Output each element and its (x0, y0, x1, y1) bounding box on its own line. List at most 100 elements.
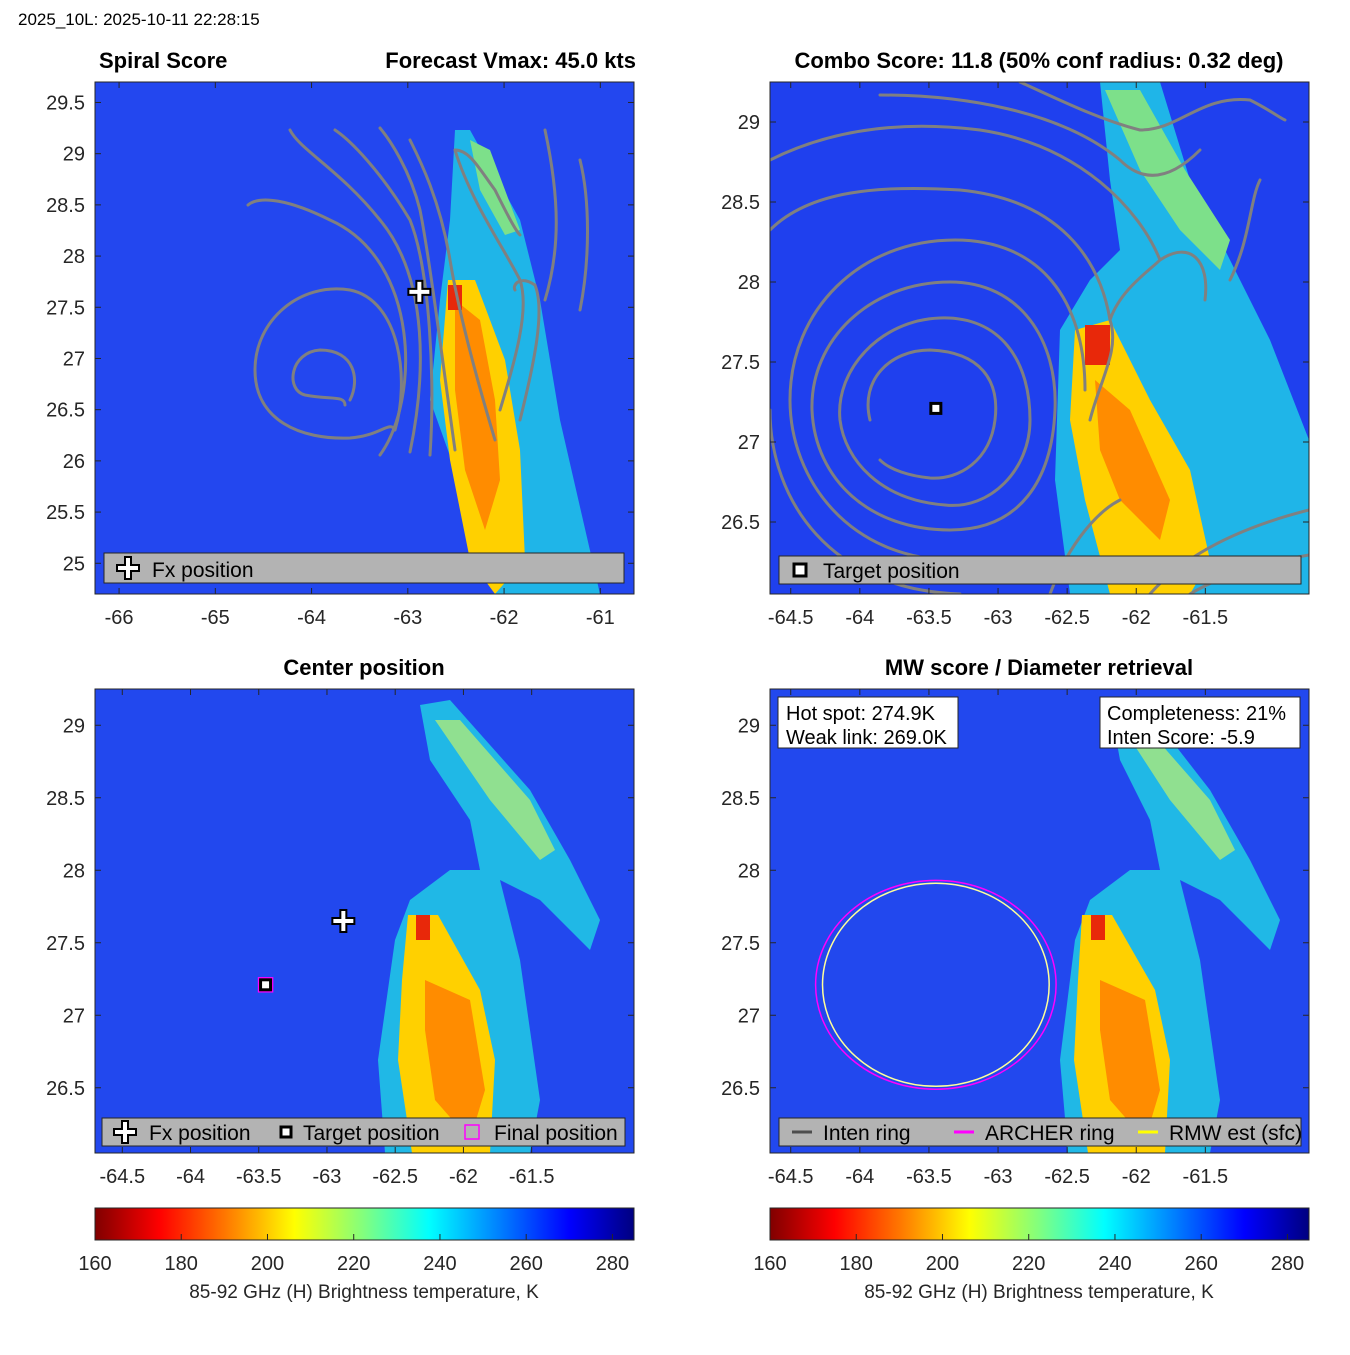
panel-center-position: Center position Fx position Target posit… (46, 655, 635, 1188)
colorbar-tick-label: 200 (251, 1253, 284, 1275)
panel4-convective-hot (1100, 980, 1160, 1140)
panel1-spiral-contour-outer1 (246, 198, 408, 457)
y-tick-label: 27.5 (721, 933, 760, 955)
panel2-axes-frame (769, 81, 1310, 595)
x-tick-label: -61.5 (509, 1166, 555, 1188)
panel4-info-left: Hot spot: 274.9K Weak link: 269.0K (777, 696, 959, 749)
y-tick-label: 29 (63, 715, 85, 737)
x-tick-label: -64 (845, 607, 874, 629)
panel3-hot-pixel (416, 915, 430, 940)
y-tick-label: 25.5 (46, 502, 85, 524)
fx-position-marker (331, 909, 356, 933)
panel4-y-axis: 26.5 27 27.5 28 28.5 29 (721, 715, 1309, 1100)
y-tick-label: 26.5 (46, 1078, 85, 1100)
panel3-legend-label-final: Final position (494, 1122, 618, 1145)
panel3-convective-hot (425, 980, 485, 1140)
colorbar-right: 160 180 200 220 240 260 280 85-92 GHz (H) Brig… (753, 1207, 1310, 1303)
y-tick-label: 28 (63, 860, 85, 882)
panel4-title: MW score / Diameter retrieval (885, 655, 1193, 680)
panel4-field-background (770, 689, 1309, 1153)
square-icon (792, 562, 808, 578)
x-tick-label: -61.5 (1183, 607, 1229, 629)
panel4-upper-streak (1118, 720, 1235, 860)
colorbar-tick-label: 240 (423, 1253, 456, 1275)
final-position-marker (257, 977, 274, 993)
colorbar-tick-label: 200 (926, 1253, 959, 1275)
panel2-contour-11 (1228, 178, 1262, 282)
panel4-info-right: Completeness: 21% Inten Score: -5.9 (1099, 696, 1301, 749)
panel1-spiral-contour-upper (453, 148, 522, 237)
colorbar-tick-label: 180 (165, 1253, 198, 1275)
panel2-contour-7 (878, 93, 1202, 177)
colorbar-left-label: 85-92 GHz (H) Brightness temperature, K (189, 1282, 539, 1303)
panel2-upper-band (1105, 90, 1230, 270)
colorbar-right-gradient (769, 1207, 1310, 1241)
panel4-legend-label-archer: ARCHER ring (985, 1122, 1115, 1145)
y-tick-label: 25 (63, 553, 85, 575)
panel2-x-axis: -64.5 -64 -63.5 -63 -62.5 -62 -61.5 (768, 82, 1228, 629)
x-tick-label: -63.5 (236, 1166, 282, 1188)
y-tick-label: 26.5 (721, 512, 760, 534)
square-icon (279, 1125, 293, 1139)
run-label: 2025_10L: 2025-10-11 22:28:15 (18, 10, 260, 29)
panel2-title: Combo Score: 11.8 (50% conf radius: 0.32… (794, 48, 1283, 73)
y-tick-label: 26 (63, 451, 85, 473)
colorbar-tick-label: 220 (1012, 1253, 1045, 1275)
x-tick-label: -63 (984, 607, 1013, 629)
panel4-legend: Inten ring ARCHER ring RMW est (sfc) (778, 1117, 1302, 1147)
panel2-hot-pixel (1085, 325, 1110, 365)
x-tick-label: -63 (393, 607, 422, 629)
plus-icon (116, 556, 140, 580)
panel1-spiral-contour-outer2 (288, 128, 422, 454)
panel1-spiral-contour-outer3 (333, 128, 434, 457)
panel1-legend-label-fx: Fx position (152, 559, 254, 582)
panel2-contour-4 (788, 238, 1087, 562)
panel2-convective-hot (1095, 380, 1170, 540)
panel1-title-left: Spiral Score (99, 48, 227, 73)
x-tick-label: -62 (490, 607, 519, 629)
panel1-spiral-contour-inner (291, 348, 357, 407)
panel2-contour-5 (770, 186, 1112, 594)
x-tick-label: -63.5 (906, 607, 952, 629)
panel2-legend: Target position (778, 555, 1302, 585)
colorbar-tick-label: 240 (1098, 1253, 1131, 1275)
x-tick-label: -62 (1122, 607, 1151, 629)
y-tick-label: 28.5 (721, 192, 760, 214)
x-tick-label: -63 (313, 1166, 342, 1188)
panel4-x-axis: -64.5 -64 -63.5 -63 -62.5 -62 -61.5 (768, 689, 1228, 1188)
plus-icon (113, 1120, 137, 1144)
y-tick-label: 29 (738, 112, 760, 134)
x-tick-label: -64.5 (768, 1166, 814, 1188)
panel2-legend-label-target: Target position (823, 560, 960, 583)
y-tick-label: 27.5 (721, 352, 760, 374)
y-tick-label: 29 (738, 715, 760, 737)
y-tick-label: 28 (738, 860, 760, 882)
panel-spiral-score: Spiral Score Forecast Vmax: 45.0 kts (46, 48, 636, 629)
y-tick-label: 27 (63, 1005, 85, 1027)
panel1-spiral-contour-outer9 (578, 158, 589, 312)
x-tick-label: -62.5 (372, 1166, 418, 1188)
panel-combo-score: Combo Score: 11.8 (50% conf radius: 0.32… (721, 48, 1310, 629)
inten-score-text: Inten Score: -5.9 (1107, 727, 1255, 749)
panel1-axes-frame (94, 81, 635, 595)
colorbar-left: 160 180 200 220 240 260 280 85-92 GHz (H) Brig… (78, 1207, 635, 1303)
hot-spot-text: Hot spot: 274.9K (786, 703, 936, 725)
colorbar-tick-label: 260 (510, 1253, 543, 1275)
x-tick-label: -64 (297, 607, 326, 629)
panel4-legend-label-inten: Inten ring (823, 1122, 911, 1145)
y-tick-label: 27.5 (46, 933, 85, 955)
target-position-marker (259, 978, 273, 992)
panel2-contour-1 (866, 348, 998, 480)
x-tick-label: -65 (201, 607, 230, 629)
panel3-x-axis: -64.5 -64 -63.5 -63 -62.5 -62 -61.5 (99, 689, 554, 1188)
colorbar-tick-label: 160 (78, 1253, 111, 1275)
y-tick-label: 28.5 (721, 788, 760, 810)
x-tick-label: -62 (1122, 1166, 1151, 1188)
x-tick-label: -61.5 (1183, 1166, 1229, 1188)
y-tick-label: 28 (63, 246, 85, 268)
archer-ring (814, 879, 1057, 1090)
y-tick-label: 27 (738, 1005, 760, 1027)
colorbar-tick-label: 280 (596, 1253, 629, 1275)
x-tick-label: -64.5 (99, 1166, 145, 1188)
